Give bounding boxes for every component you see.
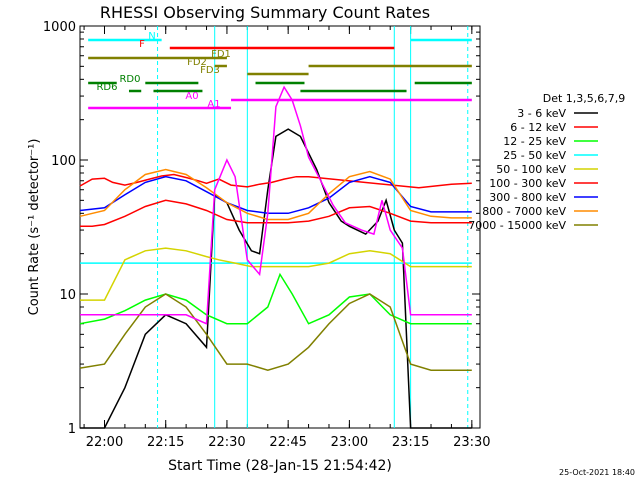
legend-label: 800 - 7000 keV xyxy=(482,205,566,218)
legend-label: 300 - 800 keV xyxy=(489,191,566,204)
flag-bar-label: F xyxy=(139,39,145,50)
x-tick-label: 22:15 xyxy=(147,435,184,450)
x-axis-label: Start Time (28-Jan-15 21:54:42) xyxy=(168,458,392,474)
series-line xyxy=(80,199,472,228)
legend-label: 25 - 50 keV xyxy=(503,149,566,162)
legend-label: 50 - 100 keV xyxy=(496,163,566,176)
series-line xyxy=(79,175,472,215)
series-line xyxy=(80,247,472,301)
series-line xyxy=(80,128,472,429)
x-tick-label: 22:30 xyxy=(208,435,245,450)
series-line xyxy=(79,173,472,189)
flag-bar-label: N xyxy=(148,31,155,42)
series-line xyxy=(80,85,472,325)
x-tick-label: 22:00 xyxy=(86,435,123,450)
legend-title: Det 1,3,5,6,7,9 xyxy=(543,92,626,105)
flag-bar-label: RD0 xyxy=(119,74,140,85)
y-axis-label: Count Rate (s⁻¹ detector⁻¹) xyxy=(27,139,42,316)
series-line xyxy=(79,168,472,221)
y-tick-label: 10 xyxy=(59,288,76,303)
flag-bar-label: A1 xyxy=(207,99,220,110)
flag-bar-label: RD6 xyxy=(96,82,117,93)
flag-bar-label: A0 xyxy=(185,91,198,102)
plot-area: 1 10 100 1000 22:00 22:15 22:30 22:45 23:00 23:15… xyxy=(43,20,491,450)
legend-label: 12 - 25 keV xyxy=(503,135,566,148)
flag-bar-label: FD1 xyxy=(211,49,231,60)
legend-label: 6 - 12 keV xyxy=(510,121,566,134)
legend-label: 3 - 6 keV xyxy=(517,107,566,120)
legend-label: 100 - 300 keV xyxy=(489,177,566,190)
flag-bar-label: FD2 xyxy=(187,57,207,68)
series-line xyxy=(79,293,472,371)
date-stamp: 25-Oct-2021 18:40 xyxy=(559,468,635,477)
x-tick-label: 23:00 xyxy=(331,435,368,450)
flag-bar-label: FD3 xyxy=(200,65,220,76)
y-tick-label: 1 xyxy=(68,422,76,437)
series-line xyxy=(79,272,472,325)
chart-title: RHESSI Observing Summary Count Rates xyxy=(100,3,430,22)
x-tick-label: 22:45 xyxy=(269,435,306,450)
x-tick-label: 23:15 xyxy=(392,435,429,450)
x-tick-label: 23:30 xyxy=(453,435,490,450)
plot-frame xyxy=(79,25,481,429)
legend-label: 7000 - 15000 keV xyxy=(468,219,566,232)
y-tick-label: 1000 xyxy=(43,20,76,35)
y-tick-label: 100 xyxy=(51,154,76,169)
